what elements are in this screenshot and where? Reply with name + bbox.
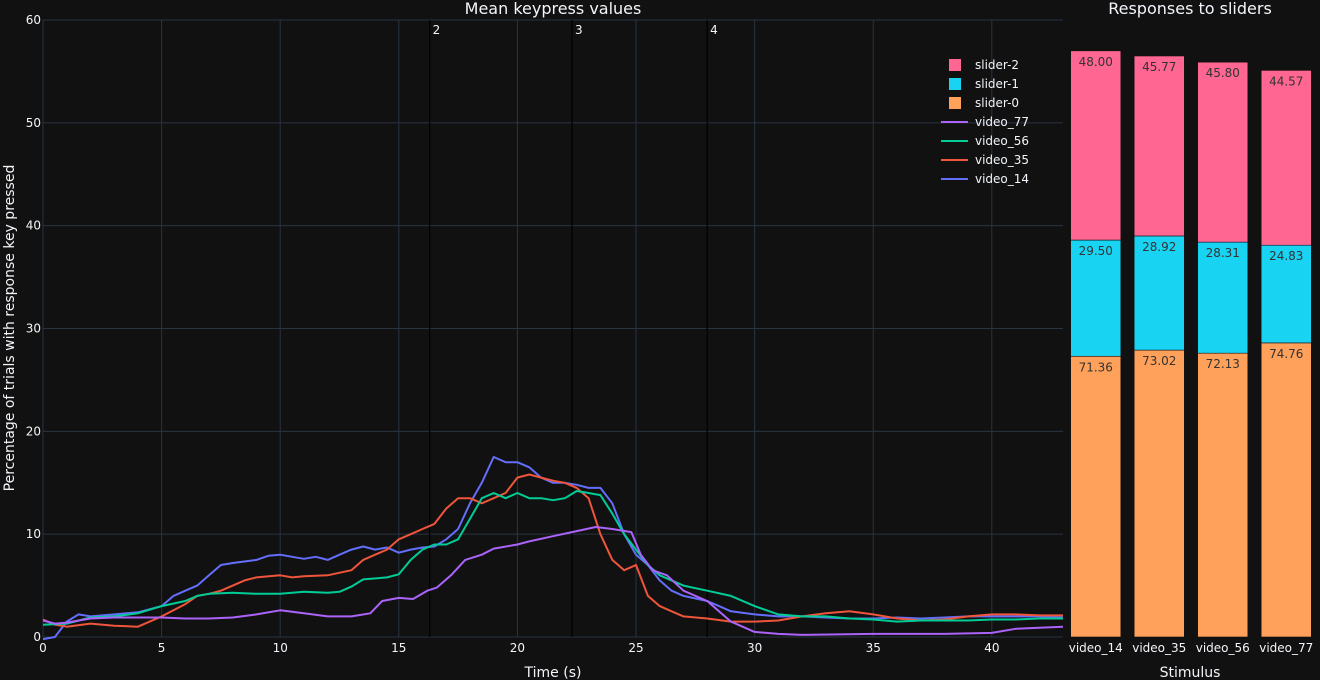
- x-tick-label: 0: [39, 641, 47, 655]
- line-series-group: [42, 456, 1064, 641]
- legend-label: video_14: [975, 172, 1029, 186]
- x-axis-ticks: 0 5 10 15 20 25 30 35 40: [39, 641, 999, 655]
- legend: slider-2 slider-1 slider-0 video_77 video_56…: [941, 58, 1029, 186]
- legend-item-video_14[interactable]: video_14: [941, 172, 1029, 186]
- series-line-video_35: [42, 473, 1063, 628]
- bar-value-label: 28.31: [1206, 246, 1240, 260]
- event-marker-label: 2: [433, 23, 441, 37]
- bar-value-label: 73.02: [1142, 354, 1176, 368]
- bar-value-label: 72.13: [1206, 357, 1240, 371]
- bar-value-label: 48.00: [1079, 55, 1113, 69]
- bar-segment-slider-2: [1070, 50, 1122, 241]
- legend-item-video_77[interactable]: video_77: [941, 115, 1029, 129]
- legend-label: slider-2: [975, 58, 1019, 72]
- bar-segment-slider-2: [1133, 55, 1185, 237]
- x-tick-label: 35: [866, 641, 881, 655]
- bar-value-label: 45.80: [1206, 66, 1240, 80]
- y-tick-label: 50: [26, 116, 41, 130]
- bar-segment-slider-2: [1197, 61, 1249, 243]
- bar-value-label: 74.76: [1269, 347, 1303, 361]
- bar-value-label: 45.77: [1142, 60, 1176, 74]
- bar-segment-slider-1: [1133, 235, 1185, 351]
- legend-item-slider-0[interactable]: slider-0: [949, 96, 1019, 110]
- legend-item-video_35[interactable]: video_35: [941, 153, 1029, 167]
- y-tick-label: 20: [26, 424, 41, 438]
- bar-value-label: 28.92: [1142, 240, 1176, 254]
- series-line-video_77: [42, 526, 1064, 636]
- bar-segment-slider-0: [1133, 349, 1185, 638]
- bar-chart: 71.36 29.50 48.00 73.02 28.92 45.77 72.13 28.31…: [1069, 0, 1314, 680]
- bar-segment-slider-0: [1260, 342, 1312, 638]
- bar-x-axis-label: Stimulus: [1160, 665, 1221, 680]
- x-tick-label: 10: [273, 641, 288, 655]
- legend-label: video_56: [975, 134, 1029, 148]
- y-tick-label: 60: [26, 13, 41, 27]
- y-tick-label: 40: [26, 219, 41, 233]
- legend-item-video_56[interactable]: video_56: [941, 134, 1029, 148]
- line-chart-title: Mean keypress values: [465, 0, 642, 18]
- bar-segment-slider-0: [1070, 355, 1122, 638]
- bar-category-label: video_35: [1132, 641, 1186, 655]
- series-line-video_56: [42, 490, 1063, 626]
- y-axis-label: Percentage of trials with response key p…: [2, 165, 18, 492]
- x-tick-label: 20: [510, 641, 525, 655]
- bar-chart-title: Responses to sliders: [1108, 0, 1272, 18]
- bar-value-label: 29.50: [1079, 244, 1113, 258]
- line-chart: 2 3 4 0 5 10 15 20 25 30 35 40 0 10 20 30 40 50 60 Mean …: [2, 0, 1064, 680]
- y-tick-label: 0: [33, 630, 41, 644]
- bar-segment-slider-1: [1260, 244, 1312, 344]
- bar-segment-slider-2: [1260, 70, 1312, 246]
- bar-value-label: 71.36: [1079, 360, 1113, 374]
- bar-category-label: video_77: [1259, 641, 1313, 655]
- bar-segment-slider-1: [1197, 241, 1249, 354]
- x-axis-label: Time (s): [524, 665, 582, 680]
- bar-x-ticks: video_14 video_35 video_56 video_77: [1069, 641, 1314, 655]
- bar-category-label: video_56: [1196, 641, 1250, 655]
- event-marker-label: 3: [575, 23, 583, 37]
- event-markers: 2 3 4: [429, 20, 718, 637]
- bar-category-label: video_14: [1069, 641, 1123, 655]
- legend-item-slider-2[interactable]: slider-2: [949, 58, 1019, 72]
- x-tick-label: 40: [984, 641, 999, 655]
- x-tick-label: 5: [158, 641, 166, 655]
- x-tick-label: 25: [628, 641, 643, 655]
- bar-value-label: 24.83: [1269, 249, 1303, 263]
- y-tick-label: 30: [26, 322, 41, 336]
- event-marker-label: 4: [710, 23, 718, 37]
- legend-label: video_77: [975, 115, 1029, 129]
- bar-segment-slider-1: [1070, 239, 1122, 357]
- legend-swatch: [949, 97, 961, 109]
- line-chart-grid: [42, 19, 1063, 638]
- bar-chart-bars: 71.36 29.50 48.00 73.02 28.92 45.77 72.13 28.31…: [1070, 50, 1312, 638]
- legend-swatch: [949, 78, 961, 90]
- legend-item-slider-1[interactable]: slider-1: [949, 77, 1019, 91]
- y-tick-label: 10: [26, 527, 41, 541]
- y-axis-ticks: 0 10 20 30 40 50 60: [26, 13, 41, 644]
- legend-label: slider-0: [975, 96, 1019, 110]
- legend-label: video_35: [975, 153, 1029, 167]
- legend-label: slider-1: [975, 77, 1019, 91]
- bar-value-label: 44.57: [1269, 74, 1303, 88]
- x-tick-label: 30: [747, 641, 762, 655]
- x-tick-label: 15: [391, 641, 406, 655]
- bar-segment-slider-0: [1197, 352, 1249, 638]
- legend-swatch: [949, 59, 961, 71]
